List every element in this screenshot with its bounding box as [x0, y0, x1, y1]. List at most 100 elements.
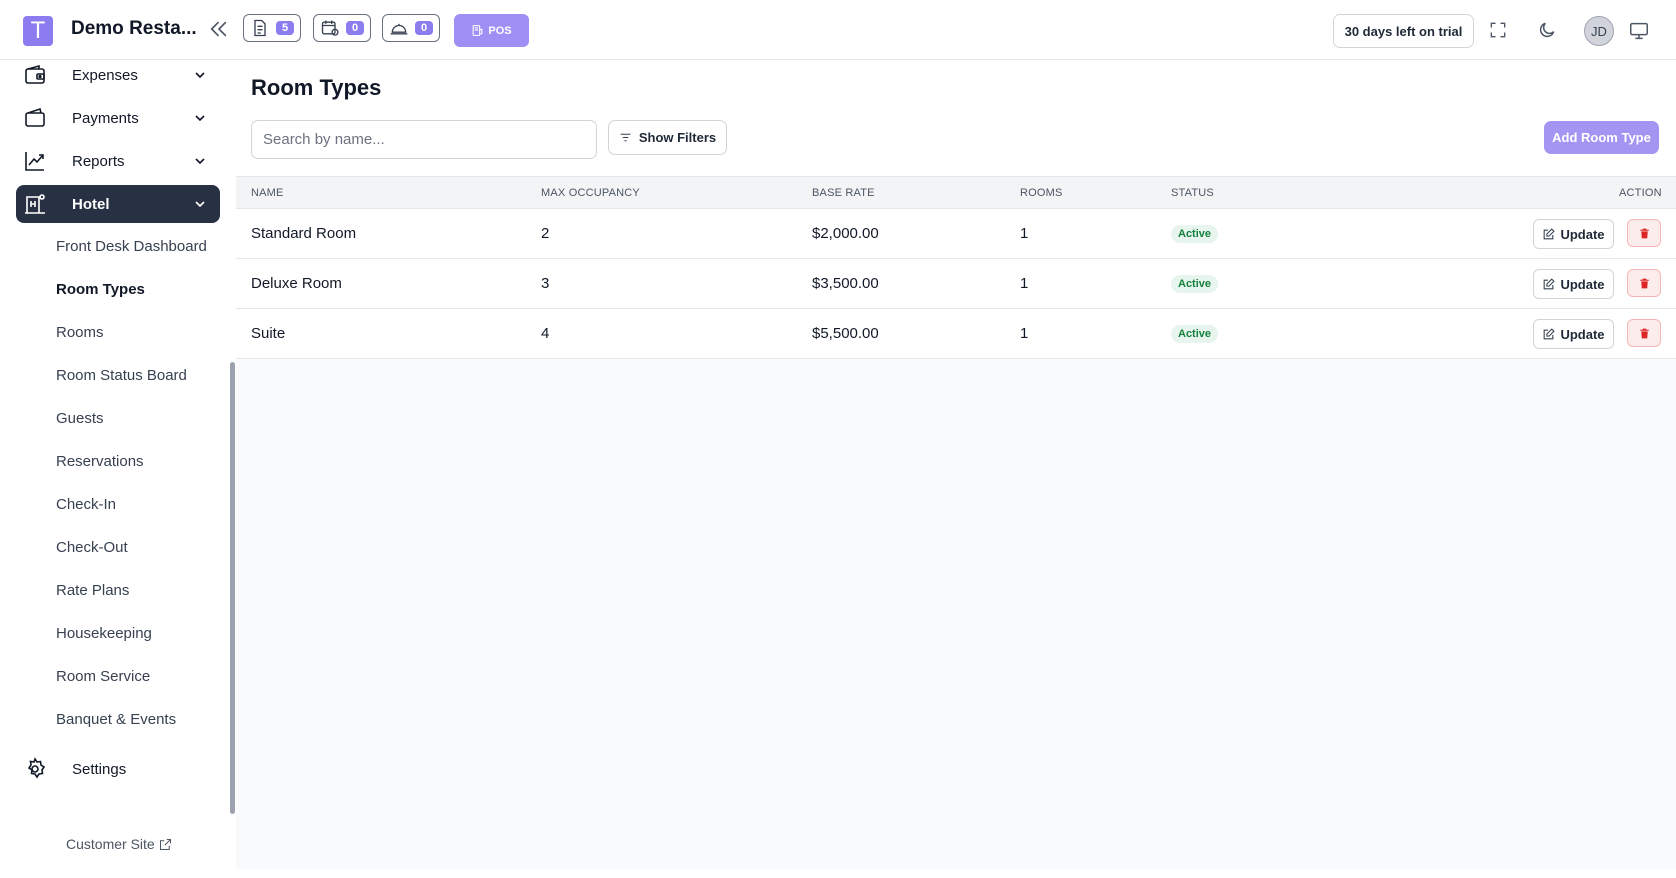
table-row: Suite 4 $5,500.00 1 Active Update	[236, 309, 1676, 359]
cell-rooms: 1	[1020, 225, 1029, 242]
edit-icon	[1544, 277, 1556, 289]
table-row: Standard Room 2 $2,000.00 1 Active Updat…	[236, 209, 1676, 259]
fullscreen-icon[interactable]	[1488, 20, 1510, 42]
status-badge: Active	[1171, 275, 1219, 293]
update-button[interactable]: Update	[1533, 219, 1614, 249]
sidebar-subitem-reservations[interactable]: Reservations	[56, 453, 144, 470]
edit-icon	[1544, 227, 1556, 239]
sidebar-item-label: Reports	[72, 152, 125, 170]
wallet-icon	[25, 64, 45, 84]
page-header: Room Types Show Filters Add Room Type	[236, 60, 1676, 176]
cell-name: Suite	[251, 325, 286, 342]
cell-max-occupancy: 4	[541, 325, 550, 342]
update-label: Update	[1560, 226, 1605, 242]
cell-rooms: 1	[1020, 275, 1029, 292]
cell-base-rate: $2,000.00	[812, 225, 879, 242]
chevron-down-icon	[195, 72, 205, 79]
main-content: Room Types Show Filters Add Room Type NA…	[236, 60, 1676, 870]
sidebar-subitem-housekeeping[interactable]: Housekeeping	[56, 625, 152, 642]
hotel-icon	[25, 194, 45, 214]
gear-icon	[27, 757, 46, 779]
table-header: NAME MAX OCCUPANCY BASE RATE ROOMS STATU…	[236, 176, 1676, 209]
delete-button[interactable]	[1627, 219, 1661, 247]
cell-base-rate: $3,500.00	[812, 275, 879, 292]
show-filters-label: Show Filters	[638, 130, 717, 145]
update-button[interactable]: Update	[1533, 319, 1614, 349]
delete-button[interactable]	[1627, 269, 1661, 297]
sidebar-item-payments[interactable]: Payments	[16, 99, 220, 137]
update-label: Update	[1560, 276, 1605, 292]
search-input[interactable]	[251, 120, 597, 159]
column-header-name[interactable]: NAME	[251, 187, 284, 199]
collapse-sidebar-icon[interactable]	[208, 18, 230, 42]
edit-icon	[1544, 327, 1556, 339]
orders-chip[interactable]: 5	[243, 14, 301, 42]
trial-indicator[interactable]: 30 days left on trial	[1333, 14, 1474, 48]
sidebar-item-label: Settings	[72, 760, 127, 778]
cell-base-rate: $5,500.00	[812, 325, 879, 342]
sidebar-subitem-banquet-events[interactable]: Banquet & Events	[56, 711, 177, 728]
pos-label: POS	[488, 24, 512, 37]
pos-button[interactable]: POS	[454, 14, 529, 47]
external-link-icon	[159, 838, 171, 850]
status-badge: Active	[1171, 325, 1219, 343]
sidebar-item-label: Hotel	[72, 195, 110, 213]
sidebar-subitem-front-desk-dashboard[interactable]: Front Desk Dashboard	[56, 238, 207, 255]
sidebar-subitem-check-out[interactable]: Check-Out	[56, 539, 128, 556]
chart-icon	[25, 152, 44, 171]
dark-mode-icon[interactable]	[1537, 20, 1559, 42]
chevron-down-icon	[195, 115, 205, 122]
sidebar-item-expenses[interactable]: Expenses	[16, 56, 220, 94]
column-header-max-occupancy[interactable]: MAX OCCUPANCY	[541, 187, 640, 199]
cell-max-occupancy: 2	[541, 225, 550, 242]
sidebar-item-label: Expenses	[72, 66, 138, 84]
column-header-base-rate[interactable]: BASE RATE	[812, 187, 875, 199]
sidebar-scrollbar[interactable]	[230, 362, 235, 814]
waiter-icon	[390, 23, 408, 35]
status-badge: Active	[1171, 225, 1219, 243]
card-icon	[25, 107, 45, 127]
sidebar-subitem-rate-plans[interactable]: Rate Plans	[56, 582, 130, 599]
top-bar: T Demo Resta... 5 0 0 POS 30 days left o…	[0, 0, 1676, 60]
filter-icon	[620, 133, 631, 142]
chevron-down-icon	[195, 201, 205, 208]
logo-letter: T	[31, 18, 45, 44]
column-header-rooms[interactable]: ROOMS	[1020, 187, 1063, 199]
page-title: Room Types	[251, 75, 382, 100]
reservations-chip[interactable]: 0	[313, 14, 371, 42]
sidebar-subitem-room-types[interactable]: Room Types	[56, 281, 145, 298]
reservations-icon	[321, 20, 339, 36]
show-filters-button[interactable]: Show Filters	[608, 120, 727, 155]
waiter-chip[interactable]: 0	[382, 14, 440, 42]
update-button[interactable]: Update	[1533, 269, 1614, 299]
cell-max-occupancy: 3	[541, 275, 550, 292]
sidebar-item-hotel[interactable]: Hotel	[16, 185, 220, 223]
delete-button[interactable]	[1627, 319, 1661, 347]
cell-name: Deluxe Room	[251, 275, 342, 292]
sidebar-item-settings[interactable]: Settings	[16, 750, 220, 788]
trash-icon	[1639, 328, 1649, 338]
trash-icon	[1639, 278, 1649, 288]
user-avatar[interactable]: JD	[1584, 16, 1614, 46]
monitor-icon[interactable]	[1628, 20, 1650, 42]
chevron-down-icon	[195, 158, 205, 165]
add-room-type-button[interactable]: Add Room Type	[1544, 121, 1659, 154]
orders-count: 5	[276, 21, 294, 35]
app-logo[interactable]: T	[23, 16, 53, 46]
orders-icon	[254, 19, 266, 37]
reservations-count: 0	[346, 21, 364, 35]
sidebar-subitem-check-in[interactable]: Check-In	[56, 496, 117, 513]
sidebar-subitem-guests[interactable]: Guests	[56, 410, 104, 427]
customer-site-label: Customer Site	[66, 836, 155, 852]
waiter-count: 0	[415, 21, 433, 35]
sidebar-item-reports[interactable]: Reports	[16, 142, 220, 180]
sidebar-subitem-room-status-board[interactable]: Room Status Board	[56, 367, 187, 384]
sidebar-subitem-room-service[interactable]: Room Service	[56, 668, 151, 685]
sidebar-item-label: Payments	[72, 109, 139, 127]
column-header-status[interactable]: STATUS	[1171, 187, 1214, 199]
room-types-table: NAME MAX OCCUPANCY BASE RATE ROOMS STATU…	[236, 176, 1676, 359]
customer-site-link[interactable]: Customer Site	[66, 836, 173, 852]
column-header-action: ACTION	[1619, 187, 1662, 199]
sidebar-subitem-rooms[interactable]: Rooms	[56, 324, 104, 341]
update-label: Update	[1560, 326, 1605, 342]
